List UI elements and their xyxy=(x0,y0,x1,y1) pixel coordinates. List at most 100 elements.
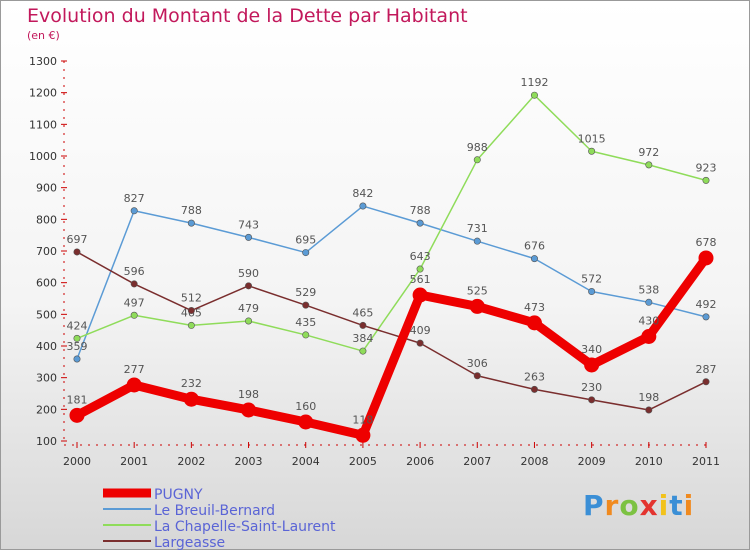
logo-letter: P xyxy=(583,489,605,522)
logo-letter: i xyxy=(658,489,670,522)
data-point xyxy=(416,339,424,347)
data-point xyxy=(126,377,142,393)
data-label: 287 xyxy=(696,363,717,376)
y-tick-label: 500 xyxy=(36,308,57,321)
series-line-largeasse xyxy=(76,251,707,411)
data-label: 479 xyxy=(238,302,259,315)
proxiti-logo: Proxiti xyxy=(583,489,694,522)
data-label: 525 xyxy=(467,284,488,297)
data-label: 827 xyxy=(124,192,145,205)
data-point xyxy=(298,414,314,430)
x-tick-label: 2004 xyxy=(292,455,320,468)
data-point xyxy=(530,91,538,99)
data-point xyxy=(526,315,542,331)
data-label: 435 xyxy=(295,316,316,329)
data-label: 842 xyxy=(352,187,373,200)
data-point xyxy=(416,265,424,273)
data-label: 529 xyxy=(295,286,316,299)
data-point xyxy=(645,406,653,414)
logo-letter: o xyxy=(619,489,640,522)
x-tick-label: 2011 xyxy=(692,455,720,468)
data-point xyxy=(183,391,199,407)
data-label: 561 xyxy=(410,273,431,286)
data-label: 306 xyxy=(467,357,488,370)
data-point xyxy=(645,161,653,169)
data-label: 430 xyxy=(638,315,659,328)
data-point xyxy=(359,347,367,355)
data-point xyxy=(473,237,481,245)
data-label: 465 xyxy=(352,306,373,319)
data-label: 1015 xyxy=(578,132,606,145)
x-tick-label: 2010 xyxy=(635,455,663,468)
y-tick-label: 800 xyxy=(36,213,57,226)
data-point xyxy=(355,427,371,443)
x-tick-label: 2009 xyxy=(578,455,606,468)
data-point xyxy=(473,372,481,380)
x-tick-label: 2000 xyxy=(63,455,91,468)
data-point xyxy=(187,219,195,227)
x-tick-label: 2003 xyxy=(235,455,263,468)
data-point xyxy=(245,233,253,241)
data-point xyxy=(130,207,138,215)
data-label: 277 xyxy=(124,363,145,376)
y-tick-label: 300 xyxy=(36,372,57,385)
x-tick-label: 2005 xyxy=(349,455,377,468)
data-label: 118 xyxy=(352,413,373,426)
logo-letter: r xyxy=(604,489,620,522)
y-tick-label: 1100 xyxy=(29,118,57,131)
data-point xyxy=(130,311,138,319)
data-point xyxy=(73,248,81,256)
data-point xyxy=(702,378,710,386)
data-point xyxy=(469,298,485,314)
data-label: 988 xyxy=(467,141,488,154)
data-point xyxy=(130,280,138,288)
data-point xyxy=(69,407,85,423)
data-point xyxy=(588,147,596,155)
y-tick-label: 200 xyxy=(36,403,57,416)
data-label: 198 xyxy=(638,391,659,404)
logo-letter: i xyxy=(683,489,695,522)
data-point xyxy=(412,287,428,303)
data-point xyxy=(702,176,710,184)
data-label: 596 xyxy=(124,265,145,278)
data-point xyxy=(302,301,310,309)
data-label: 497 xyxy=(124,296,145,309)
data-label: 743 xyxy=(238,218,259,231)
data-label: 263 xyxy=(524,370,545,383)
logo-letter: x xyxy=(639,489,659,522)
data-label: 473 xyxy=(524,301,545,314)
data-label: 788 xyxy=(181,204,202,217)
logo-letter: t xyxy=(669,489,684,522)
data-point xyxy=(359,202,367,210)
data-label: 788 xyxy=(410,204,431,217)
series-line-pugny xyxy=(72,253,711,440)
chart-subtitle: (en €) xyxy=(27,29,60,42)
data-label: 160 xyxy=(295,400,316,413)
data-point xyxy=(359,321,367,329)
data-label: 572 xyxy=(581,273,602,286)
x-tick-label: 2008 xyxy=(520,455,548,468)
data-label: 923 xyxy=(696,161,717,174)
y-tick-label: 1000 xyxy=(29,150,57,163)
series-line-la-chapelle-saint-laurent xyxy=(76,94,707,352)
data-point xyxy=(584,357,600,373)
data-point xyxy=(588,288,596,296)
x-tick-label: 2002 xyxy=(177,455,205,468)
data-label: 409 xyxy=(410,324,431,337)
data-label: 230 xyxy=(581,381,602,394)
series-line-le-breuil-bernard xyxy=(76,205,707,360)
data-point xyxy=(530,385,538,393)
y-tick-label: 400 xyxy=(36,340,57,353)
data-point xyxy=(302,249,310,257)
data-point xyxy=(73,334,81,342)
legend-label: Largeasse xyxy=(154,535,225,551)
data-point xyxy=(473,156,481,164)
data-label: 643 xyxy=(410,250,431,263)
data-label: 676 xyxy=(524,240,545,253)
data-label: 232 xyxy=(181,377,202,390)
data-label: 695 xyxy=(295,234,316,247)
data-point xyxy=(187,321,195,329)
data-label: 198 xyxy=(238,388,259,401)
data-label: 181 xyxy=(67,393,88,406)
